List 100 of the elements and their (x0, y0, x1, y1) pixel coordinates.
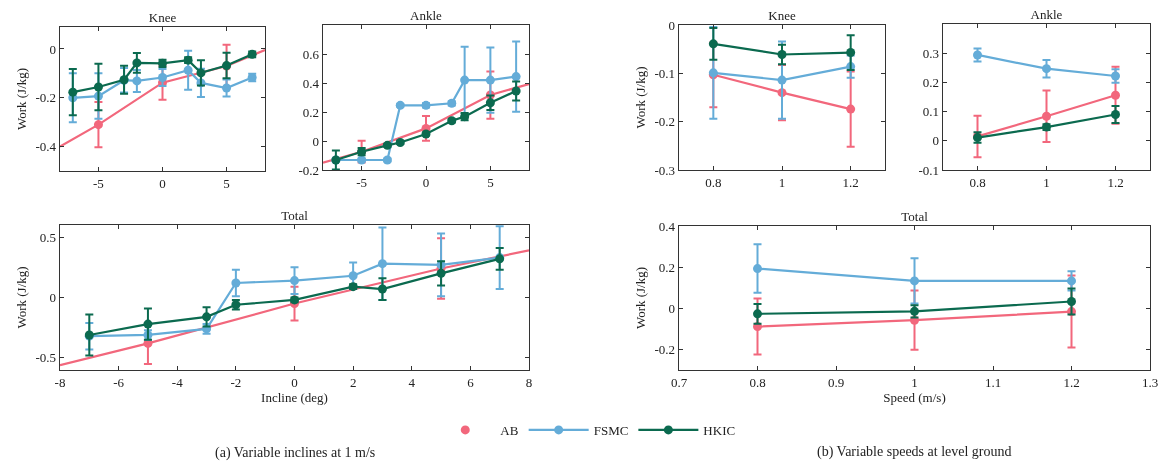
x-tick-label: 5 (223, 175, 230, 191)
y-tick-label: 0.6 (302, 46, 320, 62)
x-tick-label: 5 (487, 174, 494, 190)
y-tick-label: 0.4 (658, 218, 676, 234)
y-axis-title: Work (J/kg) (632, 66, 648, 129)
x-tick-label: 1.2 (1063, 374, 1080, 390)
x-tick-label: 0 (422, 174, 430, 190)
legend-label: AB (500, 422, 519, 438)
point (222, 83, 232, 93)
y-axis-title: Work (J/kg) (13, 67, 29, 131)
point (290, 276, 299, 286)
point (910, 276, 919, 286)
y-tick-label: 0.3 (922, 45, 940, 61)
x-tick-label: 1.2 (1107, 174, 1124, 190)
point (1067, 276, 1076, 286)
y-tick-label: 0 (49, 41, 57, 57)
y-tick-label: 0.2 (302, 104, 320, 120)
y-tick-label: -0.2 (654, 341, 676, 357)
y-tick-label: 0.4 (302, 75, 320, 91)
y-tick-label: 0 (668, 300, 676, 316)
y-tick-label: -0.4 (35, 139, 57, 155)
x-tick-label: 1 (1043, 174, 1050, 190)
point (132, 76, 142, 86)
point (436, 268, 446, 278)
x-tick-label: 1.2 (842, 174, 859, 190)
point (753, 264, 762, 274)
chart-title: Total (901, 209, 929, 224)
point (511, 72, 521, 82)
x-tick-label: -6 (113, 374, 125, 390)
point (196, 68, 206, 78)
y-tick-label: -0.1 (918, 162, 940, 178)
y-tick-label: 0.1 (922, 104, 940, 120)
point (183, 65, 193, 75)
x-tick-label: 0.8 (705, 174, 722, 190)
point (1067, 297, 1076, 306)
y-tick-label: -0.5 (35, 350, 57, 366)
x-tick-label: -5 (356, 174, 368, 190)
point (1111, 90, 1120, 100)
legend-label: FSMC (593, 422, 629, 438)
point (753, 309, 762, 319)
point (777, 75, 787, 85)
x-tick-label: 0.7 (670, 374, 688, 390)
point (158, 73, 167, 83)
x-tick-label: -5 (93, 175, 104, 191)
y-tick-label: -0.2 (654, 114, 676, 130)
x-tick-label: 0.8 (749, 374, 766, 390)
y-tick-label: -0.3 (654, 162, 676, 178)
point (143, 319, 153, 329)
x-tick-label: 0.8 (969, 174, 986, 190)
y-tick-label: 0.2 (658, 259, 676, 275)
point (511, 86, 521, 96)
point (846, 104, 856, 114)
point (132, 58, 142, 68)
x-tick-label: -4 (171, 374, 184, 390)
x-tick-label: 1 (911, 374, 918, 390)
x-tick-label: -2 (230, 374, 242, 390)
point (231, 278, 241, 288)
x-axis-title: Speed (m/s) (883, 390, 946, 406)
x-tick-label: 4 (408, 374, 416, 390)
chart-title: Knee (148, 10, 177, 25)
y-tick-label: 0 (312, 133, 320, 149)
point (93, 120, 103, 130)
text: (a) Variable inclines at 1 m/s (215, 445, 376, 461)
point (846, 48, 856, 58)
y-tick-label: 0 (668, 17, 676, 33)
line-series (60, 48, 265, 148)
point (68, 87, 78, 97)
text: (b) Variable speeds at level ground (817, 444, 1012, 460)
x-tick-label: -8 (54, 374, 66, 390)
y-tick-label: -0.1 (654, 65, 676, 81)
x-tick-label: 0 (159, 175, 166, 191)
x-tick-label: 0.9 (827, 374, 845, 390)
x-tick-label: 6 (467, 374, 475, 390)
y-tick-label: 0.2 (922, 74, 940, 90)
x-tick-label: 1 (778, 174, 786, 190)
chart-title: Ankle (1030, 7, 1063, 22)
point (460, 75, 470, 85)
point (93, 82, 103, 92)
y-axis-title: Work (J/kg) (13, 266, 29, 329)
x-axis-title: Incline (deg) (261, 390, 328, 406)
line-series (60, 249, 529, 367)
x-tick-label: 8 (525, 374, 533, 390)
point (1042, 111, 1051, 121)
point (1111, 110, 1120, 120)
point (708, 39, 718, 49)
x-tick-label: 2 (349, 374, 357, 390)
y-tick-label: 0 (932, 133, 940, 149)
y-tick-label: 0 (49, 290, 57, 306)
x-tick-label: 0 (291, 374, 298, 390)
y-axis-title: Work (J/kg) (632, 266, 648, 330)
point (485, 75, 495, 85)
point (377, 259, 387, 269)
chart-title: Knee (768, 8, 796, 23)
y-tick-label: -0.2 (298, 162, 320, 178)
point (1042, 64, 1051, 74)
x-tick-label: 1.3 (1141, 374, 1159, 390)
point (348, 271, 358, 281)
x-tick-label: 1.1 (984, 374, 1002, 390)
legend-label: HKIC (703, 422, 736, 438)
chart-title: Total (281, 208, 309, 223)
